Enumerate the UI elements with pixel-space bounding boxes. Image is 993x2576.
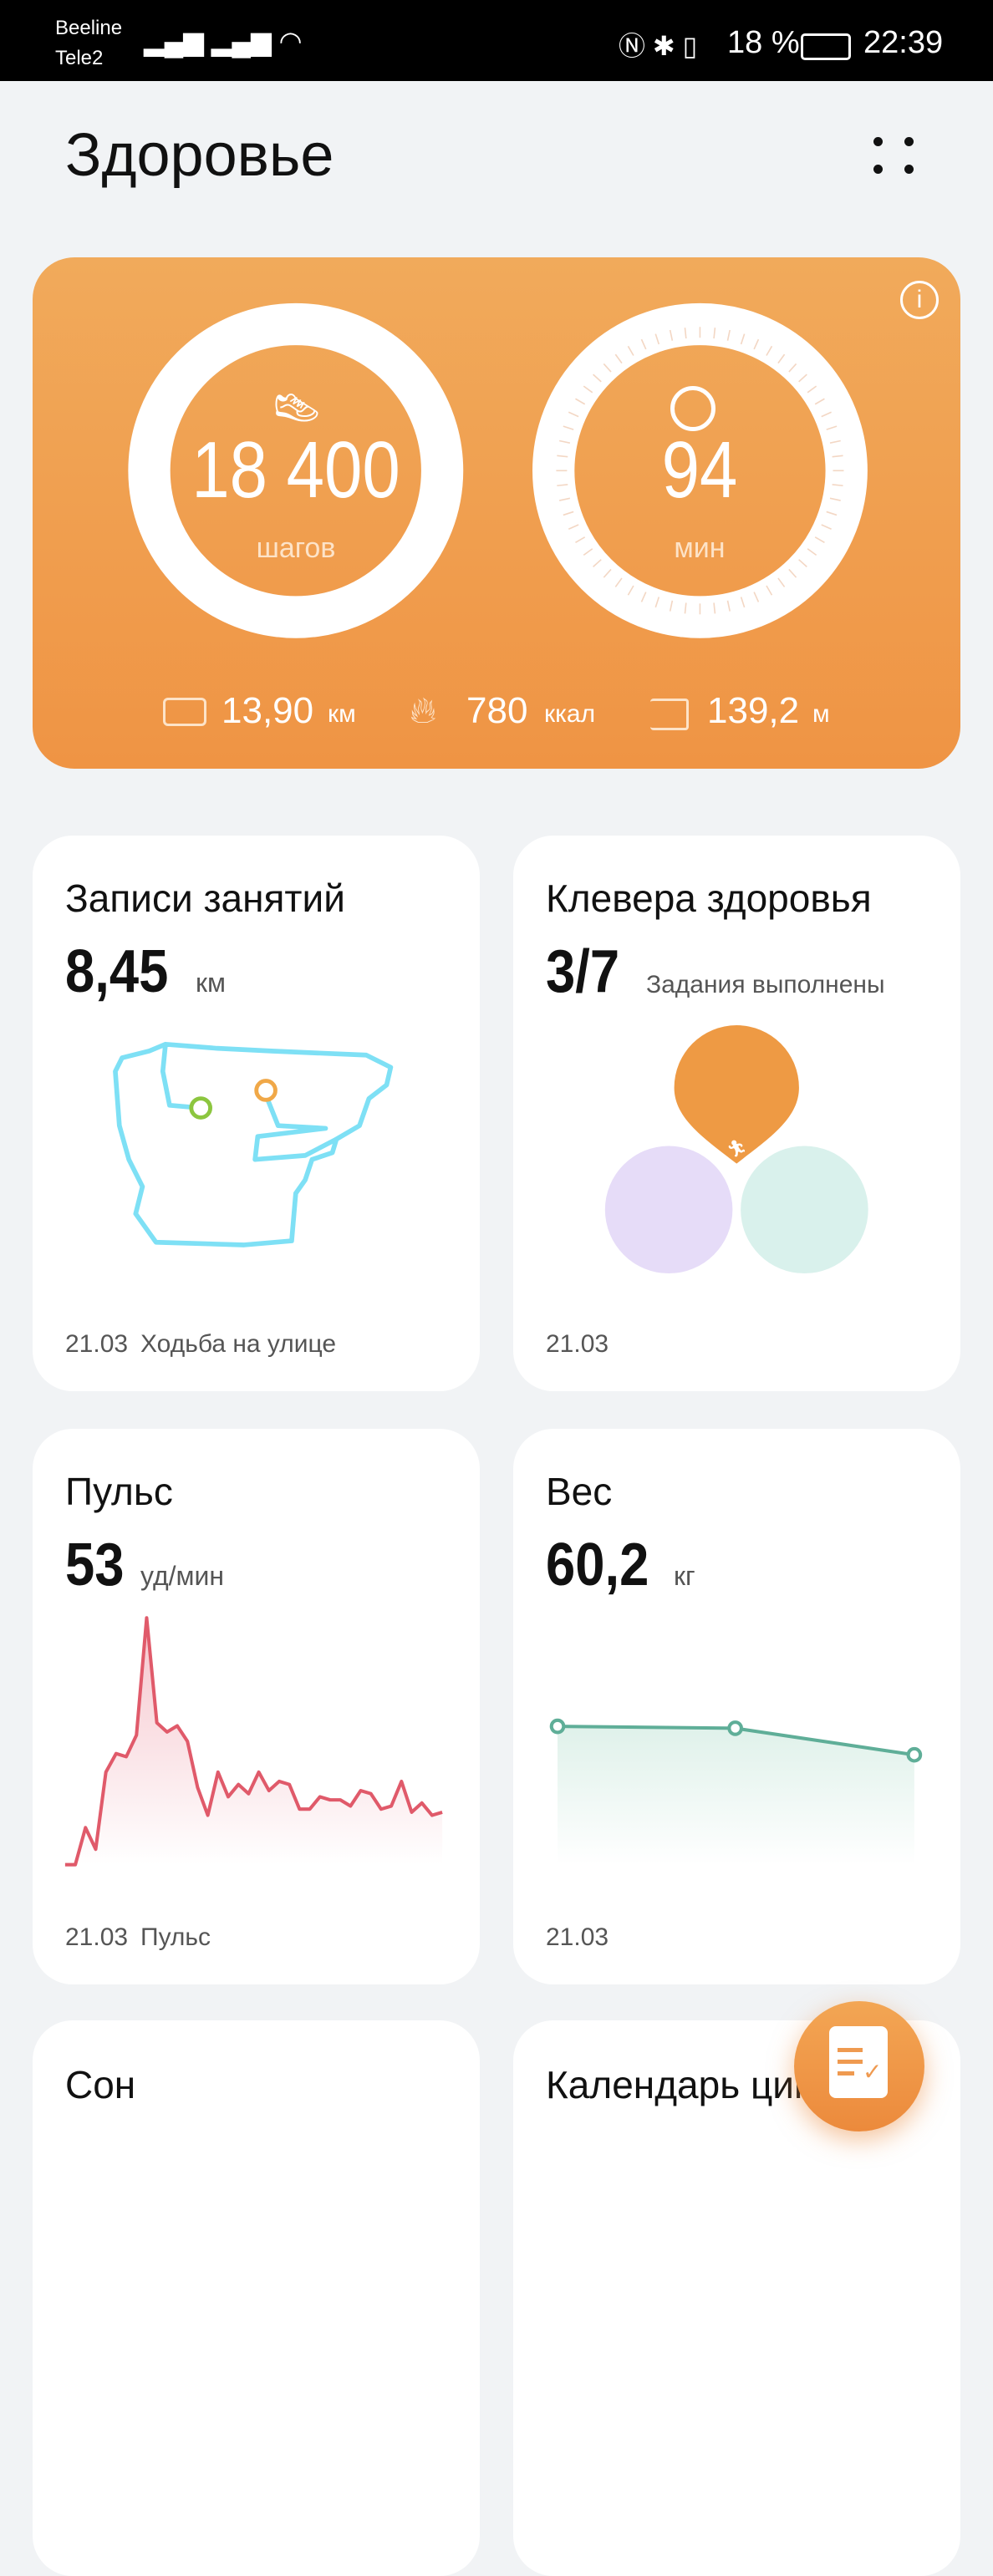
weight-card[interactable] bbox=[513, 1429, 960, 1984]
card-title: Клевера здоровья bbox=[546, 876, 872, 920]
card-value: 60,2 bbox=[546, 1532, 649, 1598]
clock: 22:39 bbox=[863, 25, 944, 60]
checklist-button[interactable]: ✓ bbox=[794, 2001, 924, 2131]
battery-icon bbox=[801, 33, 851, 60]
card-date: 21.03 bbox=[65, 1330, 129, 1358]
distance-unit: км bbox=[328, 700, 356, 728]
card-title: Вес bbox=[546, 1470, 613, 1513]
card-date: 21.03 bbox=[546, 1923, 609, 1951]
card-value: 53 bbox=[65, 1532, 125, 1598]
calories-unit: ккал bbox=[544, 700, 596, 728]
battery-percent: 18 % bbox=[727, 25, 800, 60]
checklist-icon: ✓ bbox=[829, 2026, 888, 2098]
stopwatch-icon bbox=[670, 386, 715, 431]
page-title: Здоровье bbox=[65, 122, 334, 189]
steps-value: 18 400 bbox=[191, 425, 400, 515]
carrier-1: Beeline bbox=[55, 17, 123, 39]
card-date: 21.03 bbox=[546, 1330, 609, 1358]
card-title: Сон bbox=[65, 2063, 136, 2106]
flame-icon: 🔥︎ bbox=[410, 690, 437, 731]
card-unit: кг bbox=[674, 1561, 695, 1591]
card-unit: уд/мин bbox=[140, 1561, 225, 1591]
info-icon[interactable]: i bbox=[900, 281, 939, 319]
climb-unit: м bbox=[812, 700, 830, 728]
shoe-icon: 👟︎ bbox=[270, 385, 323, 432]
card-title: Пульс bbox=[65, 1470, 173, 1513]
calories-value: 780 bbox=[466, 690, 528, 731]
ruler-icon bbox=[163, 698, 206, 726]
card-title: Записи занятий bbox=[65, 876, 345, 920]
climb-value: 139,2 bbox=[707, 690, 800, 731]
card-date: 21.03 bbox=[65, 1923, 129, 1951]
system-icons: Ⓝ ✱ ▯ bbox=[619, 31, 698, 61]
minutes-unit: мин bbox=[674, 532, 726, 564]
steps-unit: шагов bbox=[256, 532, 336, 564]
card-label: Ходьба на улице bbox=[140, 1330, 337, 1358]
signal-icons: ▂▄▆ ▂▄▆ ◠ bbox=[144, 26, 303, 56]
card-unit: км bbox=[196, 968, 226, 998]
card-value: 3/7 bbox=[546, 938, 620, 1005]
more-dots-icon[interactable] bbox=[869, 134, 919, 177]
card-label: Пульс bbox=[140, 1923, 211, 1951]
distance-value: 13,90 bbox=[222, 690, 314, 731]
status-bar: Beeline Tele2 ▂▄▆ ▂▄▆ ◠ Ⓝ ✱ ▯ 18 % 22:39 bbox=[0, 0, 993, 81]
card-value: 8,45 bbox=[65, 938, 169, 1005]
carrier-2: Tele2 bbox=[55, 47, 104, 69]
card-unit: Задания выполнены bbox=[646, 971, 885, 998]
minutes-value: 94 bbox=[661, 425, 738, 515]
stairs-icon bbox=[650, 699, 689, 730]
